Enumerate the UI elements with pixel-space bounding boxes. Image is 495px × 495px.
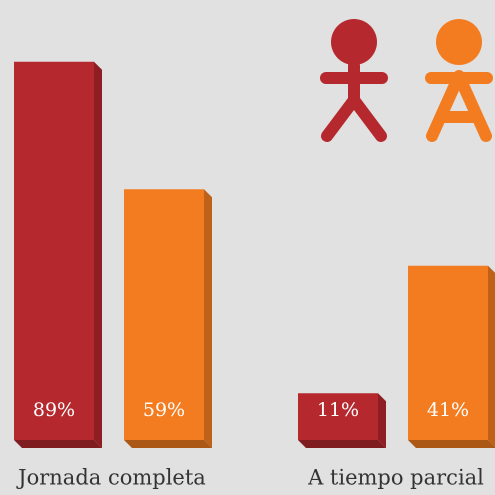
x-tick-label: Jornada completa [16, 466, 206, 490]
bar-side [94, 61, 102, 448]
value-label: 89% [33, 399, 75, 421]
value-label: 11% [317, 399, 359, 421]
bar-side [204, 189, 212, 448]
bar-side [488, 265, 495, 447]
x-tick-label: A tiempo parcial [307, 466, 484, 490]
bar [124, 189, 204, 440]
female-icon [425, 19, 493, 142]
male-icon [320, 19, 388, 142]
value-label: 41% [427, 399, 469, 421]
value-label: 59% [143, 399, 185, 421]
bar-bottom [14, 440, 102, 448]
bar-side [378, 393, 386, 448]
bar [298, 393, 378, 440]
bar-bottom [298, 440, 386, 448]
bar-bottom [124, 440, 212, 448]
bar [408, 265, 488, 440]
bar [14, 61, 94, 440]
bar-bottom [408, 440, 495, 448]
